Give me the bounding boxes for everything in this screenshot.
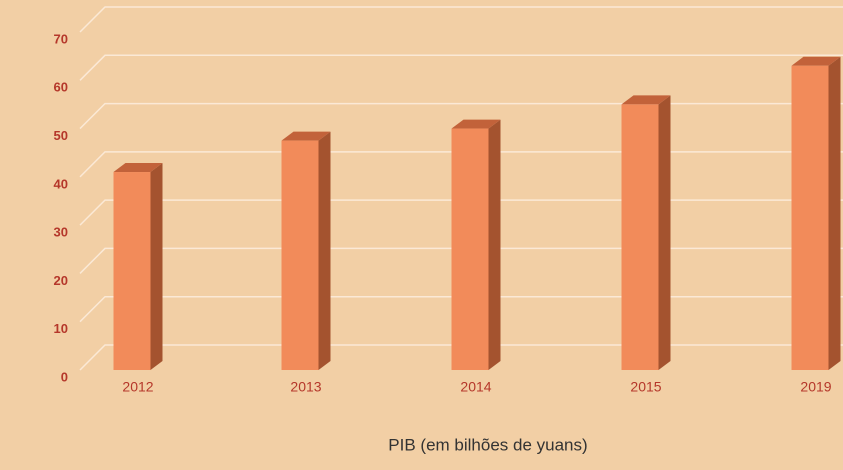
bar-front [791, 65, 829, 371]
x-tick-label: 2014 [460, 379, 491, 395]
x-tick-label: 2013 [290, 379, 321, 395]
bar [621, 95, 671, 370]
grid-line [79, 102, 843, 130]
grid-line [79, 295, 843, 323]
grid-line [79, 199, 843, 226]
bar-front [281, 140, 319, 370]
bar-side [828, 56, 841, 371]
y-tick-label: 60 [54, 80, 68, 95]
bar-top [451, 119, 501, 129]
y-tick-label: 0 [61, 369, 68, 384]
grid-line [79, 54, 843, 81]
y-tick-label: 20 [54, 273, 68, 288]
grid-line [79, 151, 843, 178]
grid-line [79, 247, 843, 274]
y-tick-label: 10 [54, 321, 68, 336]
x-tick-label: 2012 [122, 379, 153, 395]
bar-front [451, 128, 489, 370]
grid-line [79, 6, 843, 33]
y-tick-label: 70 [54, 31, 68, 46]
bar-top [791, 56, 841, 66]
x-tick-label: 2015 [630, 379, 661, 395]
bar-side [318, 131, 331, 370]
bar [113, 163, 163, 370]
x-tick-label: 2019 [800, 379, 831, 395]
grid-line [79, 344, 843, 371]
bar-side [150, 163, 163, 370]
bar-side [658, 95, 671, 370]
bar-top [113, 163, 163, 173]
bar [281, 131, 331, 370]
x-axis-title: PIB (em bilhões de yuans) [388, 435, 587, 454]
bar-top [281, 131, 331, 141]
bar [451, 119, 501, 370]
bar-top [621, 95, 671, 105]
bar [791, 56, 841, 371]
y-tick-label: 40 [54, 176, 68, 191]
bar-front [113, 172, 151, 370]
y-tick-label: 50 [54, 128, 68, 143]
bar-side [488, 119, 501, 370]
y-tick-label: 30 [54, 225, 68, 240]
bar-front [621, 104, 659, 370]
